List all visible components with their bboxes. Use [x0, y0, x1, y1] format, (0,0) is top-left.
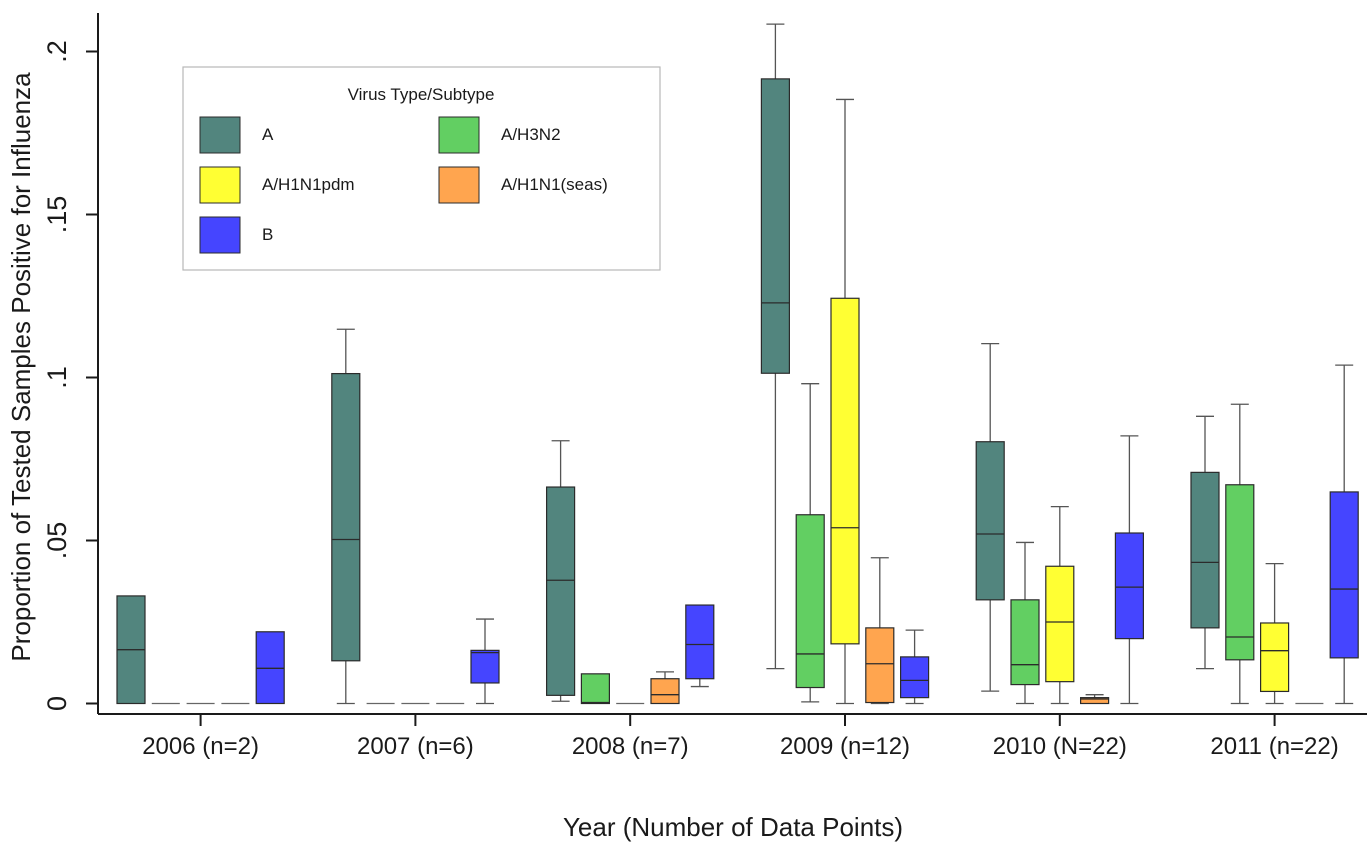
legend: Virus Type/Subtype A A/H3N2 A/H1N1pdm A/H1N… [182, 66, 661, 271]
box [1225, 484, 1255, 661]
y-tick-label: .05 [42, 522, 72, 560]
box-b-2007 [470, 618, 500, 705]
legend-label: A/H1N1(seas) [501, 175, 608, 194]
box-a-2007 [331, 328, 361, 705]
box-a-2008 [545, 440, 576, 702]
box [1190, 471, 1220, 629]
box [899, 656, 930, 699]
box [255, 631, 285, 705]
box [470, 649, 500, 684]
box-a-h1n1-seas--2009 [865, 557, 895, 705]
box [545, 486, 576, 696]
box-b-2006 [255, 631, 285, 705]
legend-title: Virus Type/Subtype [348, 85, 495, 104]
plot-area: 0 .05 .1 .15 .2 2006 (n=2) 2007 (n=6) 2008 (n=7… [42, 13, 1367, 760]
legend-frame [182, 66, 661, 271]
box-a-h3n2-2009 [795, 383, 825, 703]
y-axis-title: Proportion of Tested Samples Positive fo… [6, 72, 36, 662]
box-a-h3n2-2008 [580, 673, 611, 705]
box [975, 441, 1005, 601]
legend-swatch [199, 216, 241, 254]
x-tick-label: 2009 (n=12) [780, 733, 910, 760]
x-tick-label: 2006 (n=2) [142, 733, 259, 760]
box-b-2010 [1114, 435, 1145, 705]
box [830, 297, 860, 645]
x-tick-label: 2011 (n=22) [1210, 733, 1338, 760]
box-a-2011 [1190, 415, 1220, 670]
legend-swatch [438, 116, 480, 154]
box-a-h1n1-seas--2008 [650, 671, 680, 705]
box [1329, 491, 1359, 659]
legend-label: A [262, 125, 274, 144]
box [331, 372, 361, 662]
y-tick-label: .1 [42, 366, 72, 389]
legend-label: A/H1N1pdm [262, 175, 355, 194]
box-a-h1n1-seas--2010 [1079, 694, 1110, 705]
box-a-2009 [760, 23, 791, 670]
box-b-2009 [899, 629, 930, 705]
box-a-h3n2-2010 [1010, 541, 1040, 705]
box [1010, 599, 1040, 686]
box [580, 673, 611, 705]
box-a-h1n1pdm-2009 [830, 98, 860, 705]
legend-label: A/H3N2 [501, 125, 561, 144]
box [650, 678, 680, 705]
box [1079, 697, 1110, 705]
box [685, 604, 715, 680]
box [1045, 565, 1075, 683]
box [1114, 532, 1145, 640]
y-tick-label: 0 [42, 696, 72, 711]
box-b-2011 [1329, 364, 1359, 705]
box-a-h1n1pdm-2010 [1045, 505, 1075, 705]
legend-items: A A/H3N2 A/H1N1pdm A/H1N1(seas) B [199, 116, 608, 254]
box [1259, 622, 1290, 693]
box [760, 78, 791, 374]
legend-swatch [199, 166, 241, 204]
x-axis-title: Year (Number of Data Points) [563, 812, 903, 842]
box [795, 514, 825, 689]
y-tick-label: .2 [42, 40, 72, 63]
box [865, 627, 895, 704]
x-tick-label: 2007 (n=6) [357, 733, 474, 760]
legend-swatch [438, 166, 480, 204]
y-tick-label: .15 [42, 196, 72, 234]
box-a-2006 [116, 595, 146, 705]
x-tick-label: 2010 (N=22) [993, 733, 1127, 760]
x-tick-label: 2008 (n=7) [572, 733, 689, 760]
box-a-h3n2-2011 [1225, 403, 1255, 705]
box-b-2008 [685, 604, 715, 688]
box-a-h1n1pdm-2011 [1259, 562, 1290, 705]
legend-swatch [199, 116, 241, 154]
box-a-2010 [975, 342, 1005, 692]
legend-label: B [262, 225, 273, 244]
